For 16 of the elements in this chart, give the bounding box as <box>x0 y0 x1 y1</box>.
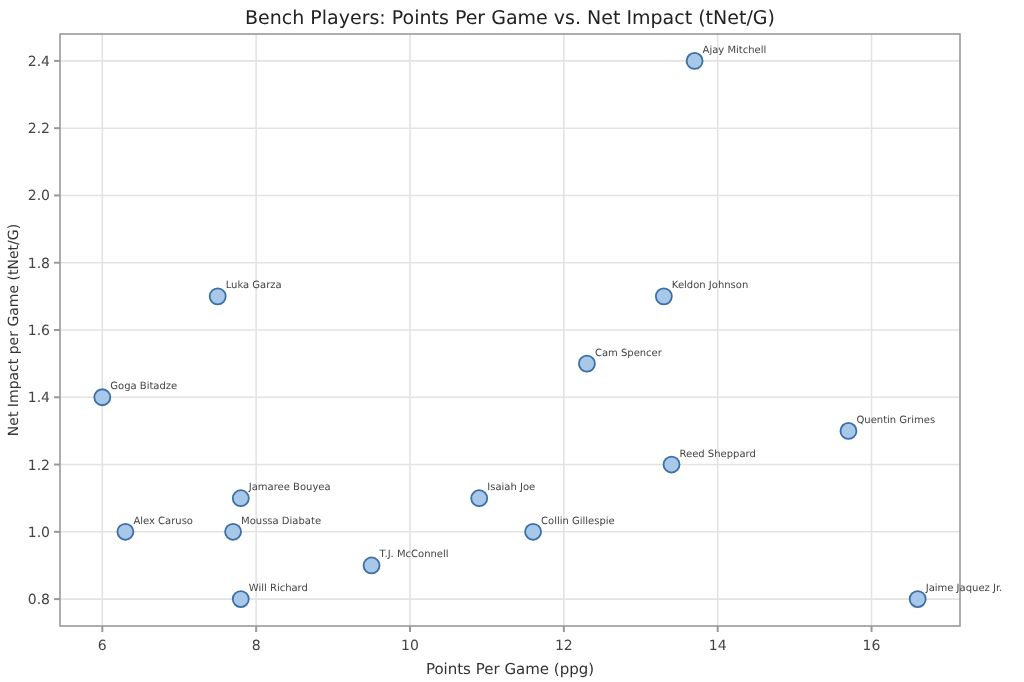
point <box>231 489 250 508</box>
point <box>208 287 227 306</box>
point <box>224 522 242 541</box>
point <box>839 422 858 440</box>
point <box>116 522 135 541</box>
chart-title: Bench Players: Points Per Game vs. Net Impact (tNet/G) <box>245 8 775 30</box>
point <box>578 354 596 373</box>
point <box>231 590 250 608</box>
point <box>362 556 381 575</box>
point <box>908 590 927 608</box>
point <box>685 52 704 70</box>
point <box>524 522 542 541</box>
point <box>654 287 673 306</box>
point <box>93 388 112 407</box>
point <box>662 455 681 474</box>
point <box>470 489 489 508</box>
